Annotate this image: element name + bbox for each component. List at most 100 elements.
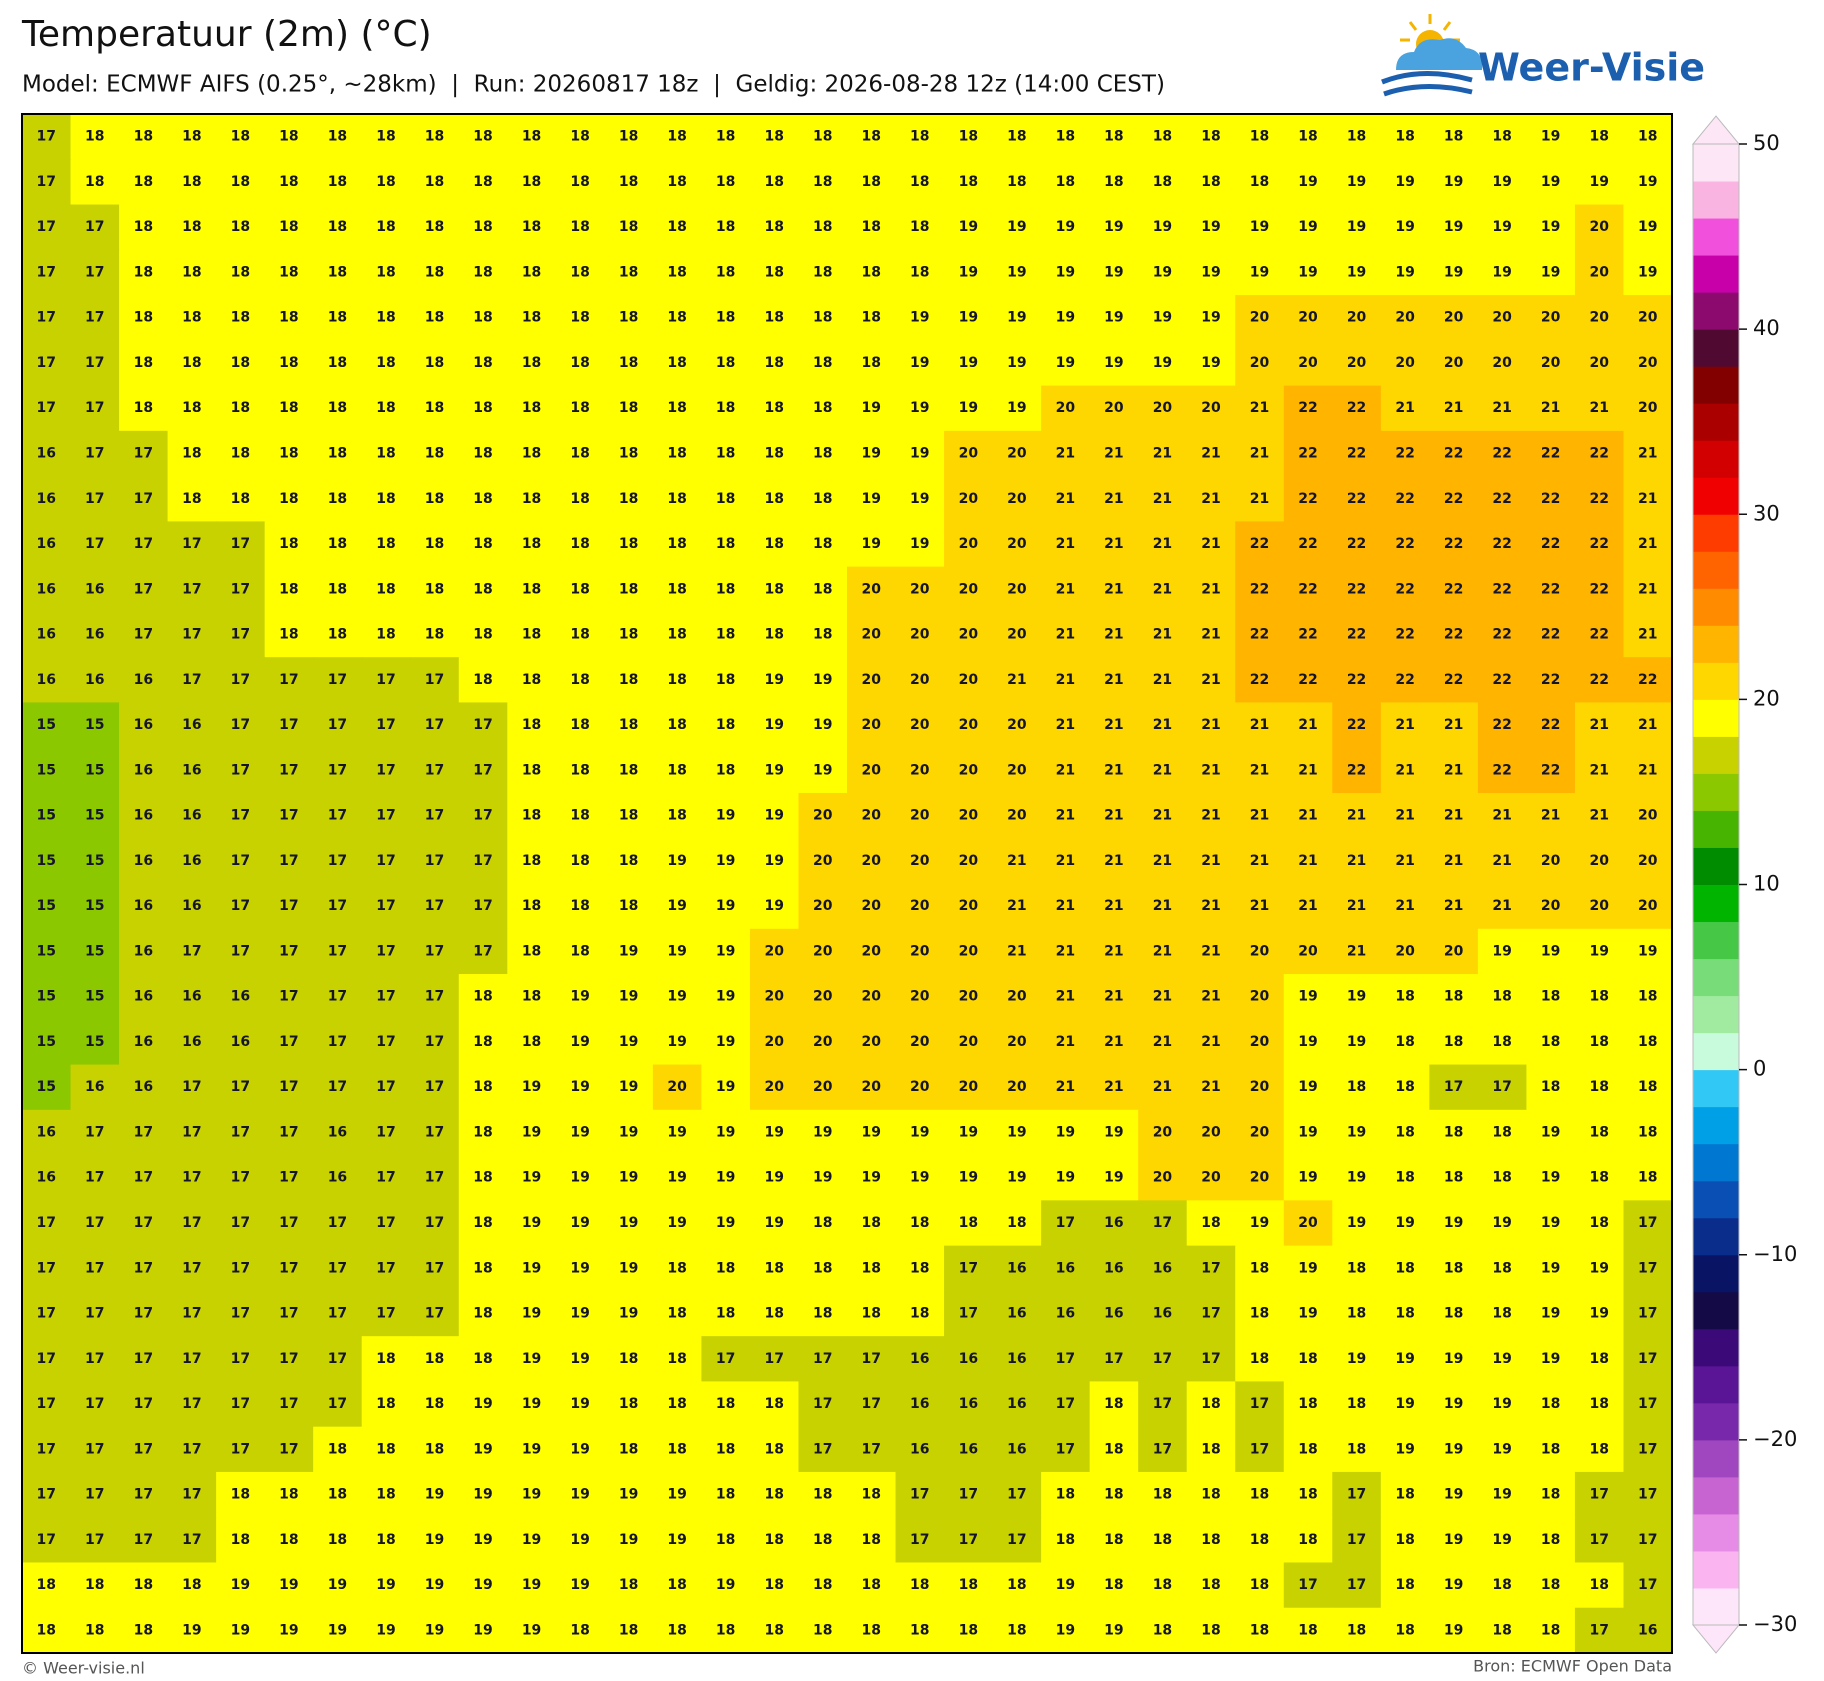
temperature-value: 19 (522, 1396, 541, 1412)
temperature-value: 18 (1201, 1577, 1220, 1593)
temperature-value: 18 (1347, 1622, 1366, 1638)
field-cell (70, 159, 120, 206)
temperature-value: 17 (279, 1396, 298, 1412)
field-cell (22, 1290, 72, 1337)
temperature-value: 18 (1492, 1034, 1511, 1050)
temperature-value: 18 (1201, 1396, 1220, 1412)
field-cell (604, 295, 654, 341)
field-cell (1380, 838, 1430, 885)
temperature-value: 19 (1298, 219, 1317, 235)
field-cell (749, 702, 800, 749)
field-cell (1235, 1517, 1285, 1564)
field-cell (361, 249, 411, 296)
field-cell (701, 657, 751, 704)
temperature-value: 21 (1007, 943, 1026, 959)
field-cell (1623, 702, 1673, 749)
temperature-value: 17 (328, 1306, 347, 1322)
field-cell (70, 340, 120, 387)
temperature-value: 19 (1638, 219, 1657, 235)
temperature-value: 17 (85, 491, 104, 507)
temperature-value: 20 (862, 717, 882, 733)
temperature-value: 19 (667, 898, 686, 914)
temperature-value: 15 (37, 1079, 56, 1095)
field-cell (1138, 747, 1188, 794)
temperature-value: 20 (764, 943, 784, 959)
field-cell (216, 159, 266, 206)
temperature-value: 18 (862, 1577, 881, 1593)
temperature-value: 19 (1541, 129, 1560, 145)
field-cell (507, 974, 557, 1020)
field-cell (22, 430, 72, 477)
temperature-value: 19 (910, 536, 929, 552)
temperature-value: 20 (959, 445, 979, 461)
temperature-value: 18 (667, 762, 686, 778)
temperature-value: 22 (1347, 627, 1366, 643)
temperature-value: 19 (764, 808, 783, 824)
temperature-value: 19 (1347, 1170, 1366, 1186)
field-cell (1623, 249, 1673, 296)
field-cell (944, 1064, 994, 1111)
field-cell (1574, 1245, 1625, 1292)
temperature-value: 17 (279, 1260, 298, 1276)
temperature-value: 19 (1395, 264, 1414, 280)
temperature-value: 22 (1541, 717, 1560, 733)
field-cell (458, 249, 508, 296)
field-cell (749, 611, 800, 658)
temperature-value: 21 (1395, 898, 1414, 914)
field-cell (313, 1381, 363, 1428)
temperature-value: 18 (619, 853, 638, 869)
temperature-value: 18 (473, 219, 492, 235)
field-cell (992, 657, 1042, 704)
temperature-value: 19 (910, 445, 929, 461)
field-cell (22, 295, 72, 341)
temperature-value: 17 (473, 853, 492, 869)
temperature-value: 22 (1444, 672, 1463, 688)
temperature-value: 19 (619, 1079, 638, 1095)
temperature-value: 17 (279, 853, 298, 869)
temperature-value: 17 (376, 1124, 395, 1140)
temperature-value: 18 (1444, 1260, 1463, 1276)
field-cell (167, 521, 217, 568)
temperature-value: 17 (1638, 1306, 1657, 1322)
field-cell (992, 838, 1042, 885)
field-cell (1138, 883, 1188, 930)
field-cell (555, 1200, 605, 1247)
field-cell (604, 792, 654, 839)
field-cell (507, 1019, 557, 1066)
temperature-value: 18 (910, 1622, 929, 1638)
temperature-value: 17 (37, 174, 56, 190)
field-cell (895, 566, 945, 613)
temperature-value: 16 (134, 808, 153, 824)
temperature-value: 19 (1395, 1351, 1414, 1367)
field-cell (507, 1562, 557, 1609)
field-cell (1235, 249, 1285, 296)
temperature-value: 18 (910, 1577, 929, 1593)
field-cell (1235, 1471, 1285, 1518)
field-cell (652, 1155, 703, 1201)
field-cell (458, 1426, 508, 1473)
field-cell (1283, 974, 1333, 1020)
colorbar-arrow-bottom (1691, 1624, 1741, 1654)
temperature-value: 21 (1007, 853, 1026, 869)
field-cell (1429, 1019, 1479, 1066)
temperature-value: 16 (231, 989, 250, 1005)
field-cell (555, 838, 605, 885)
temperature-value: 18 (376, 174, 395, 190)
field-cell (1283, 521, 1333, 568)
temperature-value: 20 (910, 898, 930, 914)
temperature-value: 18 (1395, 1079, 1414, 1095)
temperature-value: 18 (328, 129, 347, 145)
temperature-value: 22 (1395, 491, 1414, 507)
temperature-value: 18 (1153, 1532, 1172, 1548)
field-cell (1332, 1381, 1382, 1428)
temperature-value: 17 (37, 1351, 56, 1367)
field-cell (70, 1200, 120, 1247)
field-cell (1380, 114, 1430, 160)
field-cell (22, 1336, 72, 1383)
temperature-value: 18 (716, 1306, 735, 1322)
temperature-value: 18 (134, 310, 153, 326)
field-cell (1574, 521, 1625, 568)
temperature-value: 19 (910, 400, 929, 416)
title: Temperatuur (2m) (°C) (21, 14, 432, 55)
